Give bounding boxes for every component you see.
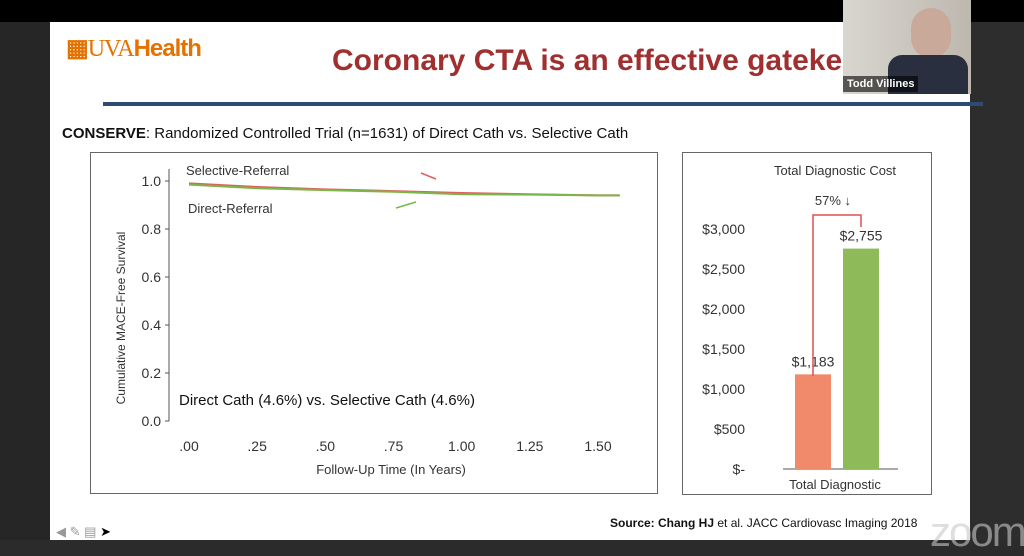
trial-description: : Randomized Controlled Trial (n=1631) o…	[145, 125, 629, 142]
y-tick-label: $-	[733, 461, 746, 477]
participant-head	[911, 8, 951, 58]
cost-chart-title: Total Diagnostic Cost	[774, 163, 896, 178]
left-margin	[0, 22, 50, 540]
slide-title: Coronary CTA is an effective gateke	[332, 44, 843, 77]
y-tick-label: $2,500	[702, 261, 745, 277]
cost-bar	[795, 374, 831, 469]
cost-bar-label: $2,755	[840, 228, 883, 244]
x-tick-label: 1.00	[448, 438, 475, 454]
y-tick-label: 0.6	[142, 269, 162, 285]
cost-category-label: Total Diagnostic	[789, 477, 881, 492]
y-tick-label: $2,000	[702, 301, 745, 317]
legend-selective-referral: Selective-Referral	[186, 163, 289, 178]
y-tick-label: 0.0	[142, 413, 162, 429]
x-tick-label: 1.50	[584, 438, 611, 454]
x-tick-label: 1.25	[516, 438, 543, 454]
reduction-label: 57% ↓	[815, 193, 851, 208]
right-margin	[970, 22, 1024, 540]
survival-line-direct-referral	[188, 183, 620, 197]
legend-direct-referral: Direct-Referral	[188, 201, 273, 216]
source-journal: et al. JACC Cardiovasc Imaging 2018	[714, 516, 918, 530]
slide-subtitle: CONSERVE: Randomized Controlled Trial (n…	[62, 125, 628, 142]
logo-health: Health	[133, 35, 202, 62]
participant-video[interactable]: Todd Villines	[843, 0, 971, 94]
y-axis-label: Cumulative MACE-Free Survival	[114, 232, 128, 405]
title-divider	[103, 102, 983, 106]
logo-uva: UVA	[87, 36, 135, 62]
zoom-watermark: zoom	[930, 508, 1024, 555]
source-author: Source: Chang HJ	[610, 516, 715, 530]
y-tick-label: $3,000	[702, 221, 745, 237]
y-tick-label: 0.8	[142, 221, 162, 237]
y-tick-label: 1.0	[142, 173, 162, 189]
y-tick-label: 0.4	[142, 317, 162, 333]
shared-slide: ▦UVAHealth Coronary CTA is an effective …	[50, 22, 1024, 555]
y-tick-label: $500	[714, 421, 745, 437]
pen-icon[interactable]: ✎	[69, 524, 81, 539]
x-axis-label: Follow-Up Time (In Years)	[316, 462, 466, 477]
pointer-icon[interactable]: ➤	[100, 524, 111, 539]
cost-bar	[843, 248, 879, 469]
column-building-icon: ▦	[66, 35, 89, 62]
x-tick-label: .25	[247, 438, 267, 454]
direct-arrow	[395, 201, 417, 209]
top-black-bar	[0, 0, 1024, 22]
slide-toolbar: ◀ ✎ ▤ ➤	[56, 524, 111, 540]
x-tick-label: .50	[316, 438, 336, 454]
cost-chart: $-$500$1,000$1,500$2,000$2,500$3,000$1,1…	[682, 152, 932, 495]
x-tick-label: .00	[179, 438, 199, 454]
arrow-left-icon[interactable]: ◀	[56, 524, 66, 539]
survival-chart: 0.0 0.2 0.4 0.6 0.8 1.0 .00 .25 .50 .75 1.00 1.25 1.…	[90, 152, 658, 494]
y-tick-label: 0.2	[142, 365, 162, 381]
survival-line-selective-referral	[188, 182, 620, 197]
y-tick-label: $1,500	[702, 341, 745, 357]
y-tick-label: $1,000	[702, 381, 745, 397]
source-citation: Source: Chang HJ et al. JACC Cardiovasc …	[610, 516, 917, 530]
comparison-bracket	[812, 214, 862, 376]
selective-arrow	[420, 172, 437, 180]
menu-icon[interactable]: ▤	[84, 524, 97, 539]
x-tick-label: .75	[384, 438, 404, 454]
trial-name: CONSERVE	[62, 125, 146, 142]
chart-annotation: Direct Cath (4.6%) vs. Selective Cath (4…	[179, 392, 475, 409]
participant-name: Todd Villines	[843, 76, 919, 92]
uva-health-logo: ▦UVAHealth	[66, 34, 202, 63]
